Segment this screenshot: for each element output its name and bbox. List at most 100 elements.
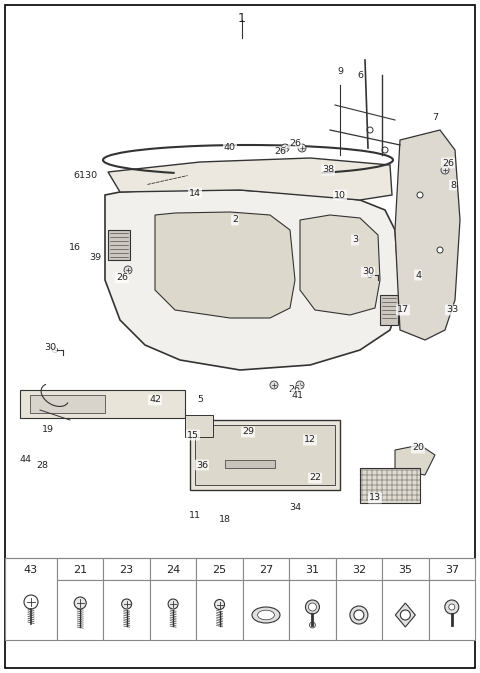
Text: 30: 30 — [362, 267, 374, 277]
Bar — [57, 558, 104, 580]
Text: 34: 34 — [289, 503, 301, 513]
Text: 7: 7 — [432, 114, 438, 122]
Text: 10: 10 — [334, 190, 346, 199]
Bar — [30, 395, 105, 413]
Text: 19: 19 — [42, 425, 54, 435]
Bar — [336, 580, 382, 640]
Text: 32: 32 — [352, 565, 366, 575]
Text: 17: 17 — [397, 306, 409, 314]
Text: 23: 23 — [120, 565, 134, 575]
Circle shape — [449, 604, 455, 610]
Text: 25: 25 — [213, 565, 227, 575]
Text: 29: 29 — [242, 427, 254, 437]
Text: 4: 4 — [415, 271, 421, 279]
Circle shape — [382, 147, 388, 153]
Text: 13: 13 — [369, 493, 381, 503]
Circle shape — [417, 192, 423, 198]
Text: 35: 35 — [398, 565, 412, 575]
Circle shape — [445, 600, 459, 614]
Bar — [196, 558, 243, 580]
Text: 3: 3 — [352, 236, 358, 244]
Bar — [429, 580, 475, 640]
Circle shape — [310, 622, 315, 628]
Ellipse shape — [252, 607, 280, 623]
PathPatch shape — [300, 215, 380, 315]
Text: 28: 28 — [36, 460, 48, 470]
Bar — [104, 580, 150, 640]
Circle shape — [24, 595, 38, 609]
Circle shape — [354, 610, 364, 620]
Polygon shape — [396, 603, 415, 627]
Text: 6130: 6130 — [73, 170, 97, 180]
Text: 14: 14 — [189, 188, 201, 197]
Bar — [382, 558, 429, 580]
PathPatch shape — [395, 445, 435, 475]
Circle shape — [367, 127, 373, 133]
Bar — [20, 390, 185, 418]
Text: 38: 38 — [322, 166, 334, 174]
Bar — [382, 580, 429, 640]
Bar — [289, 558, 336, 580]
Bar — [150, 558, 196, 580]
Text: 5: 5 — [197, 396, 203, 404]
Text: 41: 41 — [292, 390, 304, 400]
Text: 36: 36 — [196, 460, 208, 470]
Circle shape — [215, 600, 225, 610]
Bar — [289, 580, 336, 640]
Bar — [185, 415, 213, 437]
Circle shape — [400, 610, 410, 620]
Text: 39: 39 — [89, 254, 101, 262]
Text: 30: 30 — [44, 343, 56, 353]
Text: 37: 37 — [444, 565, 459, 575]
Circle shape — [168, 599, 178, 609]
Text: 2: 2 — [232, 215, 238, 225]
Bar — [190, 420, 340, 490]
Text: 22: 22 — [309, 474, 321, 483]
Text: 31: 31 — [305, 565, 320, 575]
Text: 33: 33 — [446, 306, 458, 314]
PathPatch shape — [105, 190, 400, 370]
Bar — [196, 580, 243, 640]
Bar — [243, 558, 289, 580]
Text: 8: 8 — [450, 180, 456, 190]
Text: 26: 26 — [116, 273, 128, 283]
Text: 20: 20 — [412, 444, 424, 452]
Text: 1: 1 — [238, 12, 246, 25]
Circle shape — [441, 166, 449, 174]
Circle shape — [368, 273, 372, 277]
Bar — [243, 580, 289, 640]
Text: 26: 26 — [289, 139, 301, 147]
Text: 26: 26 — [288, 386, 300, 394]
Bar — [336, 558, 382, 580]
Bar — [5, 558, 57, 640]
Text: 27: 27 — [259, 565, 273, 575]
Circle shape — [52, 347, 58, 353]
Bar — [104, 558, 150, 580]
PathPatch shape — [155, 212, 295, 318]
Circle shape — [270, 381, 278, 389]
Text: 9: 9 — [337, 67, 343, 77]
Text: 12: 12 — [304, 435, 316, 444]
Bar — [360, 468, 420, 503]
Ellipse shape — [258, 610, 275, 620]
Bar — [150, 580, 196, 640]
Text: 40: 40 — [224, 143, 236, 153]
Bar — [108, 230, 130, 260]
Bar — [225, 460, 275, 468]
Bar — [380, 295, 398, 325]
Circle shape — [296, 381, 304, 389]
Circle shape — [309, 603, 316, 611]
Circle shape — [437, 247, 443, 253]
PathPatch shape — [108, 158, 392, 200]
Bar — [195, 425, 335, 485]
Text: 43: 43 — [24, 565, 38, 575]
Bar — [429, 558, 475, 580]
Text: 15: 15 — [187, 431, 199, 439]
Text: 26: 26 — [442, 159, 454, 168]
PathPatch shape — [395, 130, 460, 340]
Text: 21: 21 — [73, 565, 87, 575]
Text: 24: 24 — [166, 565, 180, 575]
Text: 26: 26 — [274, 147, 286, 157]
Text: 6: 6 — [357, 71, 363, 79]
Text: 11: 11 — [189, 511, 201, 520]
